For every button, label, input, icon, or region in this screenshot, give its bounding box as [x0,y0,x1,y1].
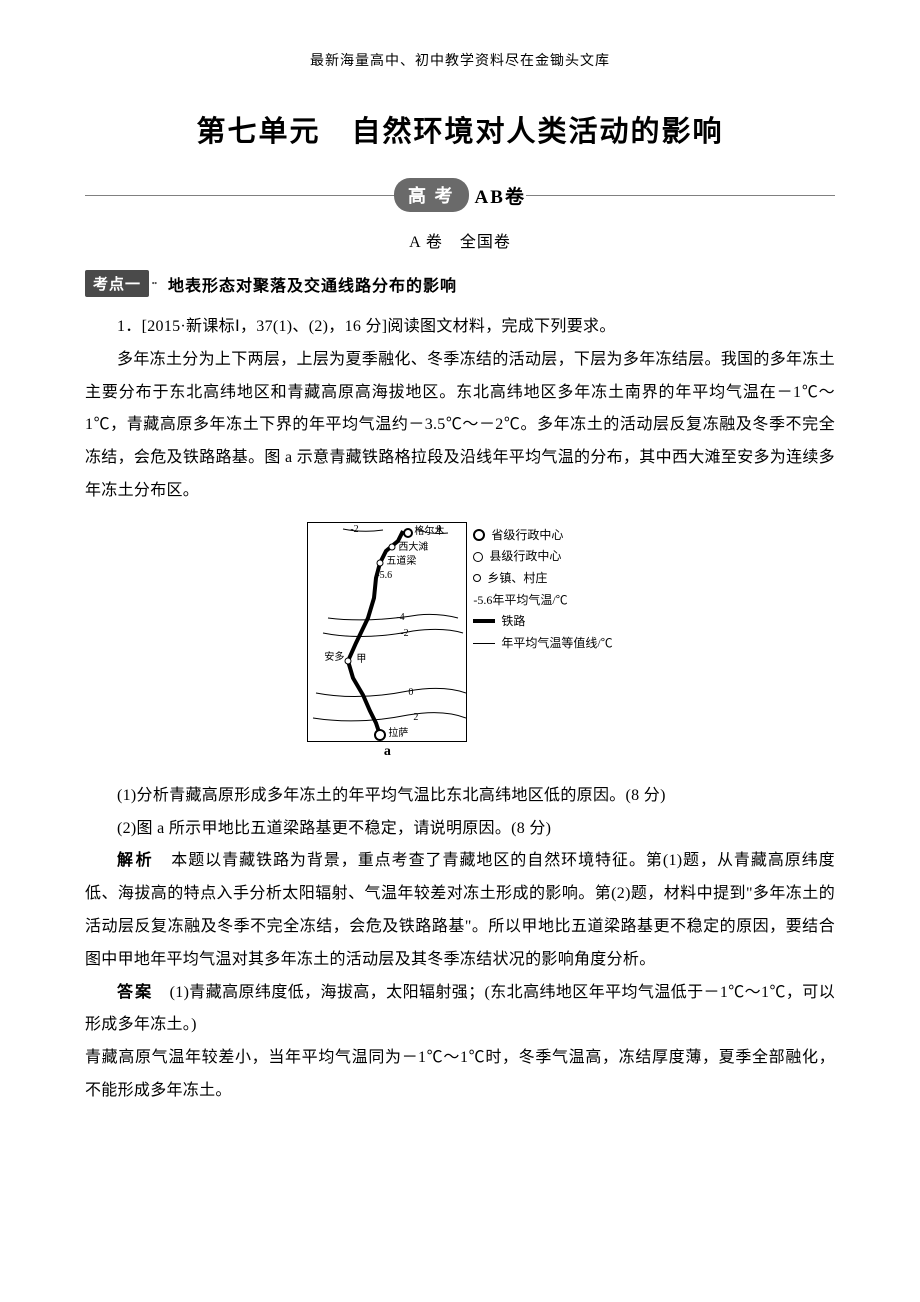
legend-label: 铁路 [501,612,525,631]
analysis-text: 本题以青藏铁路为背景，重点考查了青藏地区的自然环境特征。第(1)题，从青藏高原纬… [85,852,835,967]
figure-a: -2 0 格尔木 西大滩 五道梁 -5.6 -4 -2 安多 甲 0 2 拉萨 … [85,522,835,770]
iso-label: -2 [350,525,358,535]
badge-suffix: AB卷 [475,182,526,209]
answer-paragraph-1: 答案 (1)青藏高原纬度低，海拔高，太阳辐射强；(东北高纬地区年平均气温低于－1… [85,977,835,1043]
legend-item: 铁路 [473,612,612,631]
legend-symbol-circle-big [473,529,485,541]
map-diagram: -2 0 格尔木 西大滩 五道梁 -5.6 -4 -2 安多 甲 0 2 拉萨 [307,522,467,742]
sub-question-2: (2)图 a 所示甲地比五道梁路基更不稳定，请说明原因。(8 分) [85,813,835,846]
kaodian-tag: 考点一 [85,270,149,297]
iso-label: -2 [400,629,408,639]
legend-symbol-circle [473,552,483,562]
iso-label: 2 [413,713,418,723]
badge-row: 高 考 AB卷 [85,178,835,212]
city-label: 格尔木 [414,527,444,537]
legend-label: -5.6年平均气温/℃ [473,591,567,610]
answer-label: 答案 [117,984,153,1001]
temp-label: -5.6 [376,571,392,581]
intro-paragraph: 多年冻土分为上下两层，上层为夏季融化、冬季冻结的活动层，下层为多年冻结层。我国的… [85,344,835,508]
legend-item: 年平均气温等值线/℃ [473,634,612,653]
paper-subtitle: A 卷 全国卷 [85,228,835,252]
divider-left [85,195,394,196]
kaodian-text: 地表形态对聚落及交通线路分布的影响 [168,272,457,296]
answer-paragraph-2: 青藏高原气温年较差小，当年平均气温同为－1℃～1℃时，冬季气温高，冻结厚度薄，夏… [85,1042,835,1108]
city-label: 甲 [356,655,366,665]
question-header: 1．[2015·新课标Ⅰ，37(1)、(2)，16 分]阅读图文材料，完成下列要… [85,311,835,344]
map-legend: 省级行政中心 县级行政中心 乡镇、村庄 -5.6年平均气温/℃ 铁路 年平均气温… [473,522,612,656]
figure-caption: a [307,744,467,760]
page-header: 最新海量高中、初中教学资料尽在金锄头文库 [85,50,835,70]
unit-title: 第七单元 自然环境对人类活动的影响 [85,108,835,150]
analysis-label: 解析 [117,852,154,869]
divider-right [526,195,835,196]
legend-item: 县级行政中心 [473,547,612,566]
sub-question-1: (1)分析青藏高原形成多年冻土的年平均气温比东北高纬地区低的原因。(8 分) [85,780,835,813]
legend-symbol-rail [473,619,495,623]
legend-symbol-line [473,643,495,644]
city-label: 西大滩 [398,543,428,553]
answer-text-1: (1)青藏高原纬度低，海拔高，太阳辐射强；(东北高纬地区年平均气温低于－1℃～1… [85,984,835,1034]
city-label: 拉萨 [388,729,408,739]
kaodian-row: 考点一 ∙∙ 地表形态对聚落及交通线路分布的影响 [85,270,835,297]
legend-item: -5.6年平均气温/℃ [473,591,612,610]
iso-label: -4 [396,613,404,623]
legend-label: 年平均气温等值线/℃ [501,634,612,653]
legend-label: 县级行政中心 [489,547,561,566]
city-label: 五道梁 [386,557,416,567]
analysis-paragraph: 解析 本题以青藏铁路为背景，重点考查了青藏地区的自然环境特征。第(1)题，从青藏… [85,845,835,976]
legend-label: 乡镇、村庄 [487,569,547,588]
legend-symbol-circle-small [473,574,481,582]
gaokao-badge: 高 考 [394,178,469,212]
iso-label: 0 [408,688,413,698]
legend-item: 乡镇、村庄 [473,569,612,588]
kaodian-dots: ∙∙ [151,273,156,294]
city-label: 安多 [324,653,344,663]
legend-item: 省级行政中心 [473,526,612,545]
legend-label: 省级行政中心 [491,526,563,545]
